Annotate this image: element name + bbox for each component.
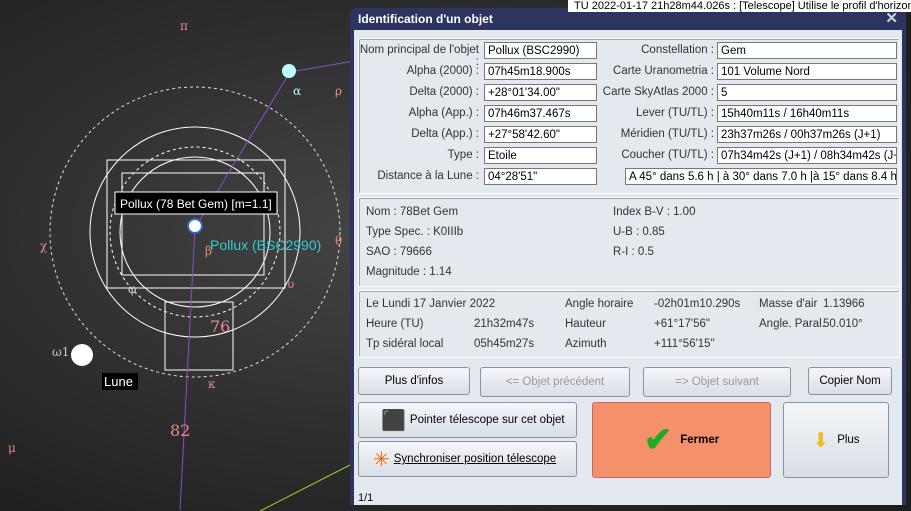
field-value[interactable]: +28°01'34.00" bbox=[484, 84, 597, 101]
ephemeris-cell: Azimuth bbox=[565, 338, 607, 350]
info-line: Index B-V : 1.00 bbox=[613, 206, 696, 218]
field-label: Alpha (App.) : bbox=[408, 107, 479, 119]
field-value[interactable]: 5 bbox=[717, 84, 897, 101]
info-line: U-B : 0.85 bbox=[613, 226, 665, 238]
previous-object-button[interactable]: <= Objet précédent bbox=[480, 367, 630, 397]
info-line: SAO : 79666 bbox=[366, 246, 432, 258]
field-value[interactable]: 04°28'51" bbox=[484, 168, 597, 185]
checkmark-icon: ✔ bbox=[643, 421, 673, 459]
point-telescope-label: Pointer télescope sur cet objet bbox=[409, 414, 565, 426]
copy-name-button[interactable]: Copier Nom bbox=[808, 367, 892, 395]
field-value[interactable]: +27°58'42.60" bbox=[484, 126, 597, 143]
field-label: Type : bbox=[447, 149, 479, 161]
field-value[interactable]: Gem bbox=[717, 42, 897, 59]
label-theta: θ bbox=[335, 234, 342, 248]
field-value[interactable]: 23h37m26s / 00h37m26s (J+1) bbox=[717, 126, 897, 143]
info-line: Magnitude : 1.14 bbox=[366, 266, 452, 278]
field-label: Delta (2000) : bbox=[409, 86, 479, 98]
ephemeris-cell: +111°56'15" bbox=[654, 338, 715, 350]
altitude-note[interactable]: A 45° dans 5.6 h | à 30° dans 7.0 h |à 1… bbox=[625, 168, 897, 185]
more-info-button[interactable]: Plus d'infos bbox=[358, 367, 470, 395]
field-value[interactable]: 101 Volume Nord bbox=[717, 63, 897, 80]
sync-telescope-button[interactable]: ✳ Synchroniser position télescope bbox=[358, 441, 577, 477]
arrow-down-icon: ⬇ bbox=[812, 429, 830, 452]
label-upsilon: υ bbox=[287, 277, 294, 291]
airmass-label: Masse d'air bbox=[759, 298, 818, 310]
ephemeris-cell: Tp sidéral local bbox=[366, 338, 444, 350]
coordinates-panel: Nom principal de l'objet : Pollux (BSC299… bbox=[358, 38, 900, 194]
ephemeris-cell: 50.010° bbox=[823, 318, 863, 330]
field-label: Méridien (TU/TL) : bbox=[620, 128, 714, 140]
label-mu: μ bbox=[8, 441, 16, 455]
field-label: Alpha (2000) : bbox=[406, 65, 479, 77]
label-phi: φ bbox=[128, 282, 136, 296]
more-label: Plus bbox=[837, 434, 860, 446]
object-tooltip: Pollux (78 Bet Gem) [m=1.1] bbox=[120, 197, 272, 211]
status-counter: 1/1 bbox=[358, 492, 374, 504]
label-beta: β bbox=[205, 244, 212, 258]
sync-telescope-label: Synchroniser position télescope bbox=[393, 453, 557, 465]
label-omega: ω1 bbox=[52, 345, 69, 359]
field-label: Carte SkyAtlas 2000 : bbox=[602, 86, 714, 98]
ephemeris-panel: Le Lundi 17 Janvier 2022 Angle horaire -… bbox=[358, 290, 900, 358]
date: Le Lundi 17 Janvier 2022 bbox=[366, 298, 496, 310]
dialog-title: Identification d'un objet bbox=[358, 12, 493, 26]
next-object-button[interactable]: => Objet suivant bbox=[643, 367, 791, 397]
field-label: Carte Uranometria : bbox=[613, 65, 714, 77]
label-76: 76 bbox=[210, 317, 230, 336]
hour-angle-value: -02h01m10.290s bbox=[654, 298, 741, 310]
field-value[interactable]: 07h34m42s (J+1) / 08h34m42s (J+1) bbox=[717, 147, 897, 164]
sync-arrows-icon: ✳ bbox=[373, 448, 390, 471]
label-alpha: α bbox=[293, 84, 301, 98]
close-label: Fermer bbox=[680, 434, 720, 446]
label-82: 82 bbox=[170, 421, 190, 440]
info-line: Type Spec. : K0IIIb bbox=[366, 226, 464, 238]
ephemeris-cell: 21h32m47s bbox=[474, 318, 535, 330]
info-panel: Nom : 78Bet Gem Type Spec. : K0IIIb SAO : … bbox=[358, 197, 900, 287]
field-value[interactable]: Etoile bbox=[484, 147, 597, 164]
field-label: Nom principal de l'objet : bbox=[359, 44, 479, 68]
close-button[interactable]: ✔ Fermer bbox=[592, 402, 771, 478]
field-label: Delta (App.) : bbox=[411, 128, 479, 140]
field-value[interactable]: 07h46m37.467s bbox=[484, 105, 597, 122]
object-identification-dialog: Identification d'un objet ✕ Nom principa… bbox=[350, 8, 906, 505]
label-chi: χ bbox=[40, 239, 48, 253]
field-label: Distance à la Lune : bbox=[377, 170, 479, 182]
hour-angle-label: Angle horaire bbox=[565, 298, 634, 310]
log-line: TU 2022-01-17 21h28m44.026s : [Telescope… bbox=[568, 0, 911, 12]
ephemeris-cell: 05h45m27s bbox=[474, 338, 535, 350]
point-telescope-button[interactable]: ⬛ Pointer télescope sur cet objet bbox=[358, 402, 577, 438]
moon-label: Lune bbox=[104, 374, 133, 389]
info-line: Nom : 78Bet Gem bbox=[366, 206, 459, 218]
ephemeris-cell: Hauteur bbox=[565, 318, 606, 330]
field-label: Constellation : bbox=[641, 44, 714, 56]
ephemeris-cell: Angle. Paral. bbox=[759, 318, 825, 330]
more-button[interactable]: ⬇ Plus bbox=[783, 402, 889, 478]
field-value[interactable]: 07h45m18.900s bbox=[484, 63, 597, 80]
field-label: Lever (TU/TL) : bbox=[636, 107, 714, 119]
label-rho: ρ bbox=[335, 84, 342, 98]
close-icon[interactable]: ✕ bbox=[885, 10, 898, 27]
telescope-icon: ⬛ bbox=[381, 409, 406, 432]
field-value[interactable]: Pollux (BSC2990) bbox=[484, 42, 597, 59]
label-kappa: κ bbox=[208, 377, 216, 391]
pollux-label: Pollux (BSC2990) bbox=[210, 237, 321, 253]
airmass-value: 1.13966 bbox=[823, 298, 865, 310]
field-label: Coucher (TU/TL) : bbox=[621, 149, 714, 161]
label-pi: π bbox=[180, 19, 188, 33]
info-line: R-I : 0.5 bbox=[613, 246, 654, 258]
ephemeris-cell: +61°17'56" bbox=[654, 318, 710, 330]
field-value[interactable]: 15h40m11s / 16h40m11s bbox=[717, 105, 897, 122]
ephemeris-cell: Heure (TU) bbox=[366, 318, 424, 330]
